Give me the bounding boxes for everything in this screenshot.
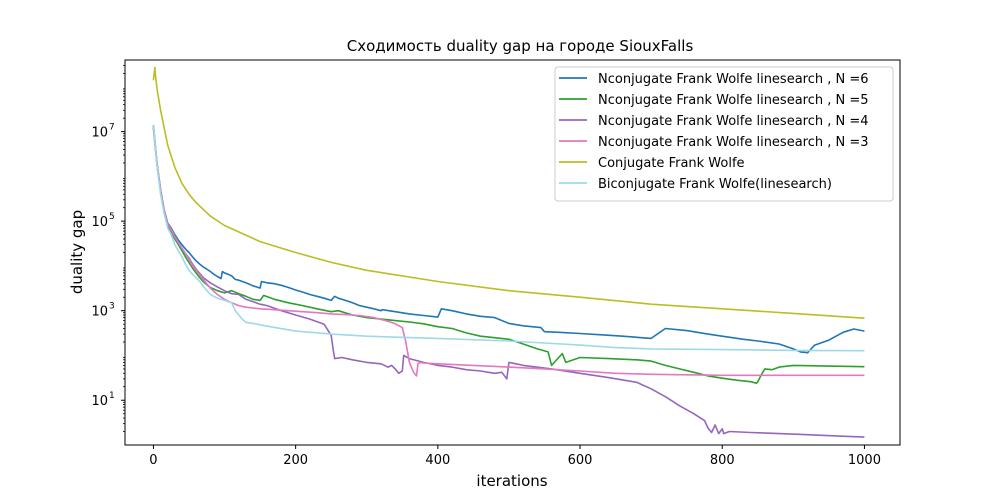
y-tick-label: 10: [91, 305, 108, 320]
y-axis-label: duality gap: [68, 210, 86, 294]
legend-entry: Conjugate Frank Wolfe: [598, 156, 745, 171]
series-layer: [152, 66, 865, 438]
legend-entry: Nconjugate Frank Wolfe linesearch , N =5: [598, 93, 869, 108]
chart-title: Сходимость duality gap на городе SiouxFa…: [347, 37, 694, 55]
x-tick-label: 200: [283, 453, 308, 468]
series-line-6: [152, 125, 865, 352]
x-tick-label: 0: [149, 453, 157, 468]
y-tick-exponent: 5: [109, 212, 115, 222]
legend-entry: Nconjugate Frank Wolfe linesearch , N =4: [598, 114, 869, 129]
x-tick-label: 800: [710, 453, 735, 468]
x-axis: 0 200 400 600 800 1000: [149, 445, 881, 468]
series-line-1: [152, 125, 865, 354]
y-tick-label: 10: [91, 215, 108, 230]
legend-entry: Biconjugate Frank Wolfe(linesearch): [598, 177, 832, 192]
y-tick-exponent: 1: [109, 391, 115, 401]
series-line-2: [152, 128, 865, 385]
y-tick-exponent: 7: [109, 123, 115, 133]
series-line-5: [152, 66, 865, 319]
y-tick-exponent: 3: [109, 302, 115, 312]
x-tick-label: 400: [425, 453, 450, 468]
x-tick-label: 1000: [848, 453, 881, 468]
x-axis-label: iterations: [476, 472, 547, 490]
legend-entry: Nconjugate Frank Wolfe linesearch , N =6: [598, 72, 869, 87]
legend: Nconjugate Frank Wolfe linesearch , N =6…: [554, 66, 894, 202]
y-tick-label: 10: [91, 126, 108, 141]
series-line-4: [152, 126, 865, 377]
x-tick-label: 600: [568, 453, 593, 468]
legend-entry: Nconjugate Frank Wolfe linesearch , N =3: [598, 135, 869, 150]
y-tick-label: 10: [91, 394, 108, 409]
legend-box: [554, 66, 894, 202]
